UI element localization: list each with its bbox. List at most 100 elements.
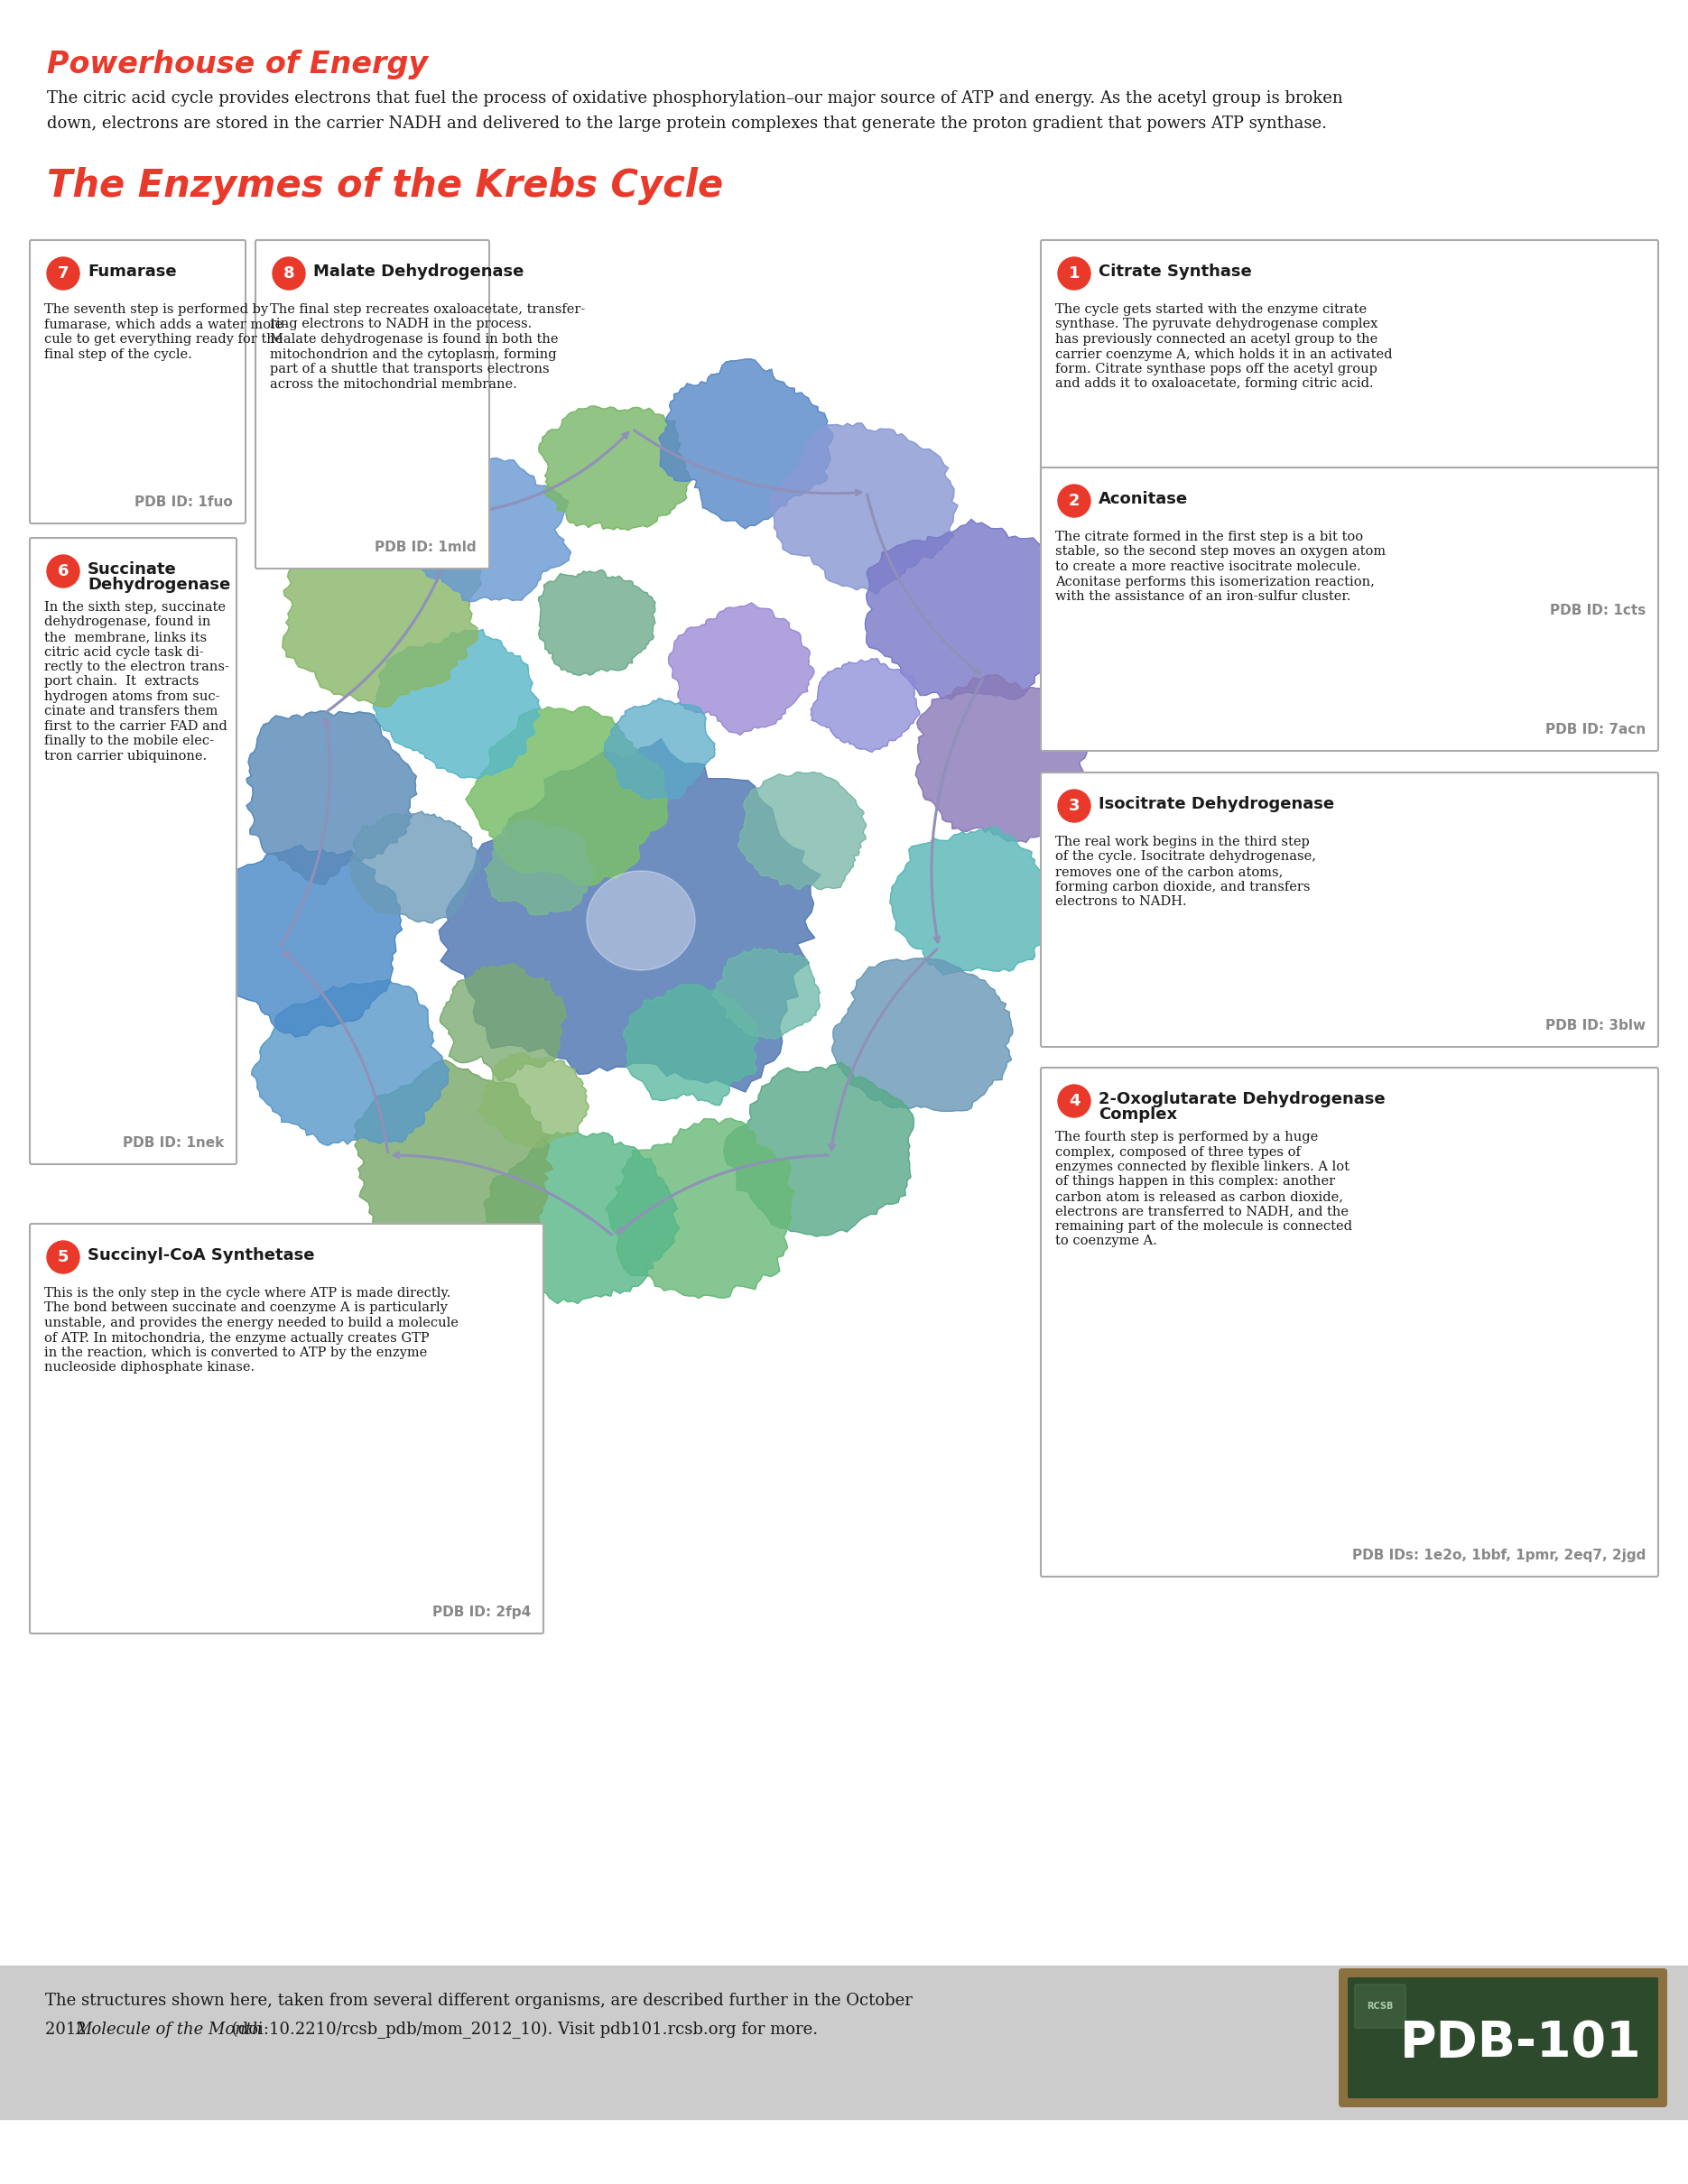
Text: the  membrane, links its: the membrane, links its [44,631,208,644]
Polygon shape [373,629,540,778]
Polygon shape [915,675,1092,843]
Polygon shape [203,845,402,1037]
Text: Malate Dehydrogenase: Malate Dehydrogenase [314,264,523,280]
Text: The fourth step is performed by a huge: The fourth step is performed by a huge [1055,1131,1318,1144]
Text: tron carrier ubiquinone.: tron carrier ubiquinone. [44,749,208,762]
FancyBboxPatch shape [1041,1068,1658,1577]
Polygon shape [439,738,820,1092]
Polygon shape [604,699,716,799]
Text: carrier coenzyme A, which holds it in an activated: carrier coenzyme A, which holds it in an… [1055,347,1393,360]
Polygon shape [832,959,1013,1112]
Polygon shape [538,406,692,531]
Polygon shape [252,981,449,1144]
Circle shape [47,1241,79,1273]
FancyBboxPatch shape [1339,1968,1668,2108]
Text: 7: 7 [57,264,69,282]
Text: The cycle gets started with the enzyme citrate: The cycle gets started with the enzyme c… [1055,304,1367,317]
Text: Succinyl-CoA Synthetase: Succinyl-CoA Synthetase [88,1247,314,1265]
Polygon shape [623,985,758,1105]
FancyBboxPatch shape [30,537,236,1164]
Text: fumarase, which adds a water mole-: fumarase, which adds a water mole- [44,319,287,330]
Text: cinate and transfers them: cinate and transfers them [44,705,218,719]
Text: rectly to the electron trans-: rectly to the electron trans- [44,660,230,673]
Text: 3: 3 [1069,797,1080,815]
Text: nucleoside diphosphate kinase.: nucleoside diphosphate kinase. [44,1361,255,1374]
Text: stable, so the second step moves an oxygen atom: stable, so the second step moves an oxyg… [1055,546,1386,559]
Polygon shape [738,771,866,889]
Polygon shape [282,520,481,708]
Text: 2: 2 [1069,494,1080,509]
Text: first to the carrier FAD and: first to the carrier FAD and [44,721,228,734]
FancyBboxPatch shape [1041,467,1658,751]
Polygon shape [658,358,832,529]
Text: Citrate Synthase: Citrate Synthase [1099,264,1252,280]
Polygon shape [484,819,592,915]
Text: electrons to NADH.: electrons to NADH. [1055,895,1187,909]
Text: The Enzymes of the Krebs Cycle: The Enzymes of the Krebs Cycle [47,166,722,205]
Text: The citrate formed in the first step is a bit too: The citrate formed in the first step is … [1055,531,1364,544]
Circle shape [1058,1085,1090,1118]
Text: The citric acid cycle provides electrons that fuel the process of oxidative phos: The citric acid cycle provides electrons… [47,90,1344,107]
Text: cule to get everything ready for the: cule to get everything ready for the [44,332,284,345]
Text: 2012: 2012 [46,2022,91,2038]
Text: Molecule of the Month: Molecule of the Month [74,2022,262,2038]
Text: 5: 5 [57,1249,69,1265]
Text: RCSB: RCSB [1367,2003,1394,2011]
Polygon shape [354,1059,552,1260]
FancyBboxPatch shape [1041,240,1658,631]
Text: PDB ID: 1cts: PDB ID: 1cts [1550,603,1646,618]
Polygon shape [866,520,1063,699]
Text: 4: 4 [1069,1092,1080,1109]
Circle shape [1058,791,1090,821]
Text: ring electrons to NADH in the process.: ring electrons to NADH in the process. [270,319,532,330]
Text: 1: 1 [1069,264,1080,282]
Text: to create a more reactive isocitrate molecule.: to create a more reactive isocitrate mol… [1055,561,1361,572]
Circle shape [47,258,79,290]
Text: Succinate: Succinate [88,561,177,577]
Text: has previously connected an acetyl group to the: has previously connected an acetyl group… [1055,332,1377,345]
Text: PDB ID: 1mld: PDB ID: 1mld [375,542,476,555]
Text: forming carbon dioxide, and transfers: forming carbon dioxide, and transfers [1055,880,1310,893]
Text: remaining part of the molecule is connected: remaining part of the molecule is connec… [1055,1221,1352,1232]
Bar [0,1966,1688,2118]
Text: The bond between succinate and coenzyme A is particularly: The bond between succinate and coenzyme … [44,1302,447,1315]
FancyBboxPatch shape [1041,773,1658,1046]
FancyBboxPatch shape [30,240,245,524]
FancyBboxPatch shape [1347,1977,1658,2099]
Polygon shape [810,657,920,751]
Text: and adds it to oxaloacetate, forming citric acid.: and adds it to oxaloacetate, forming cit… [1055,378,1374,391]
Text: Malate dehydrogenase is found in both the: Malate dehydrogenase is found in both th… [270,332,559,345]
Polygon shape [441,963,567,1081]
Circle shape [1058,258,1090,290]
Text: unstable, and provides the energy needed to build a molecule: unstable, and provides the energy needed… [44,1317,459,1330]
Text: across the mitochondrial membrane.: across the mitochondrial membrane. [270,378,517,391]
Text: Powerhouse of Energy: Powerhouse of Energy [47,50,429,79]
Text: enzymes connected by flexible linkers. A lot: enzymes connected by flexible linkers. A… [1055,1160,1349,1173]
Text: part of a shuttle that transports electrons: part of a shuttle that transports electr… [270,363,549,376]
Text: PDB ID: 1nek: PDB ID: 1nek [123,1136,225,1149]
Ellipse shape [587,871,695,970]
Polygon shape [668,603,814,736]
Text: Aconitase performs this isomerization reaction,: Aconitase performs this isomerization re… [1055,574,1374,587]
Text: finally to the mobile elec-: finally to the mobile elec- [44,736,214,747]
Text: PDB ID: 7acn: PDB ID: 7acn [1545,723,1646,736]
Text: of things happen in this complex: another: of things happen in this complex: anothe… [1055,1175,1335,1188]
Polygon shape [349,810,481,924]
Text: carbon atom is released as carbon dioxide,: carbon atom is released as carbon dioxid… [1055,1190,1344,1203]
Polygon shape [890,826,1065,974]
Polygon shape [770,424,957,594]
Text: PDB ID: 1fuo: PDB ID: 1fuo [135,496,233,509]
Text: citric acid cycle task di-: citric acid cycle task di- [44,646,204,657]
Polygon shape [712,948,820,1040]
Text: complex, composed of three types of: complex, composed of three types of [1055,1147,1301,1158]
Text: form. Citrate synthase pops off the acetyl group: form. Citrate synthase pops off the acet… [1055,363,1377,376]
Text: Isocitrate Dehydrogenase: Isocitrate Dehydrogenase [1099,795,1334,812]
Text: hydrogen atoms from suc-: hydrogen atoms from suc- [44,690,219,703]
Text: Fumarase: Fumarase [88,264,177,280]
Circle shape [1058,485,1090,518]
Text: This is the only step in the cycle where ATP is made directly.: This is the only step in the cycle where… [44,1286,451,1299]
Text: 8: 8 [284,264,294,282]
Text: Aconitase: Aconitase [1099,491,1188,507]
Text: PDB-101: PDB-101 [1399,2018,1642,2068]
Text: port chain.  It  extracts: port chain. It extracts [44,675,199,688]
